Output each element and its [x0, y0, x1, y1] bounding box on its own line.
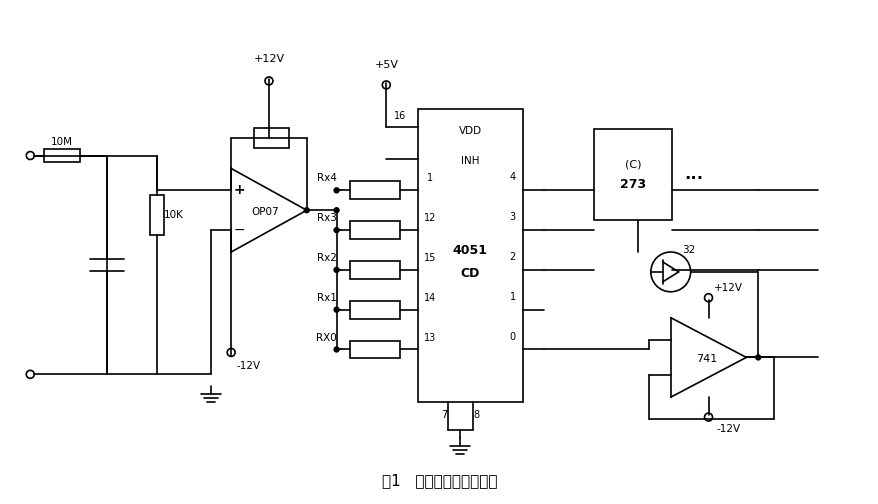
- Circle shape: [334, 228, 339, 233]
- Bar: [418, 109, 522, 402]
- Bar: [44, 149, 80, 162]
- Text: Rx3: Rx3: [316, 213, 336, 223]
- Text: 741: 741: [695, 354, 716, 364]
- Circle shape: [334, 208, 339, 213]
- Circle shape: [334, 347, 339, 352]
- Text: OP07: OP07: [251, 207, 278, 217]
- Bar: [350, 221, 399, 239]
- Circle shape: [334, 188, 339, 193]
- Text: 1: 1: [509, 292, 515, 302]
- Text: +: +: [233, 183, 245, 198]
- Bar: [350, 341, 399, 358]
- Text: 13: 13: [423, 333, 435, 343]
- Text: VDD: VDD: [458, 125, 481, 136]
- Text: Rx1: Rx1: [316, 293, 336, 303]
- Text: 10M: 10M: [51, 137, 73, 147]
- Text: -12V: -12V: [716, 424, 739, 434]
- Text: CD: CD: [460, 267, 479, 280]
- Text: 32: 32: [681, 245, 694, 255]
- Text: 8: 8: [473, 410, 479, 420]
- Text: 14: 14: [423, 293, 435, 303]
- Text: RX0: RX0: [316, 333, 336, 343]
- Text: ...: ...: [683, 165, 702, 183]
- Bar: [350, 301, 399, 319]
- Text: 12: 12: [423, 213, 435, 223]
- Circle shape: [334, 307, 339, 312]
- Text: -12V: -12V: [237, 361, 261, 371]
- Text: 2: 2: [509, 252, 515, 262]
- Text: 273: 273: [619, 178, 645, 191]
- Text: 10K: 10K: [163, 210, 184, 220]
- Text: 4051: 4051: [452, 244, 487, 257]
- Text: 16: 16: [393, 111, 406, 121]
- Bar: [350, 261, 399, 279]
- Text: +12V: +12V: [713, 283, 742, 293]
- Text: INH: INH: [461, 156, 479, 165]
- Text: 1: 1: [427, 173, 433, 183]
- Bar: [149, 196, 163, 235]
- Bar: [350, 181, 399, 199]
- Text: +12V: +12V: [253, 54, 284, 64]
- Text: 3: 3: [509, 212, 515, 222]
- Circle shape: [755, 355, 759, 360]
- Bar: [254, 128, 289, 148]
- Text: 图1   信号输及部分结构图: 图1 信号输及部分结构图: [382, 473, 497, 488]
- Text: −: −: [233, 223, 245, 237]
- Text: 7: 7: [441, 410, 447, 420]
- Text: Rx2: Rx2: [316, 253, 336, 263]
- Bar: [594, 129, 671, 220]
- Circle shape: [304, 208, 309, 213]
- Text: 15: 15: [423, 253, 435, 263]
- Text: +5V: +5V: [374, 60, 398, 70]
- Circle shape: [334, 268, 339, 272]
- Text: Rx4: Rx4: [316, 173, 336, 183]
- Text: (C): (C): [624, 159, 640, 169]
- Text: 4: 4: [509, 172, 515, 182]
- Text: 0: 0: [509, 332, 515, 342]
